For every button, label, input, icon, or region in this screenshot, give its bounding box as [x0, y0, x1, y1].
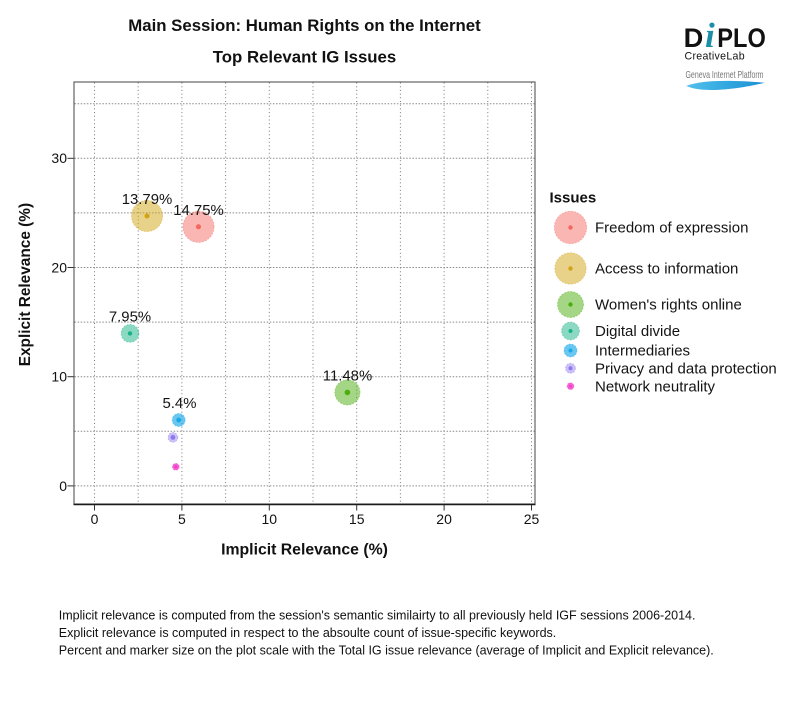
svg-text:Intermediaries: Intermediaries: [595, 343, 690, 360]
svg-text:7.95%: 7.95%: [109, 310, 151, 326]
svg-text:10: 10: [51, 369, 67, 385]
svg-text:0: 0: [91, 511, 99, 527]
svg-text:30: 30: [51, 150, 67, 166]
svg-text:Access to information: Access to information: [595, 261, 738, 278]
svg-text:PLO: PLO: [717, 22, 766, 53]
svg-text:CreativeLab: CreativeLab: [685, 50, 745, 62]
svg-text:20: 20: [51, 259, 67, 275]
svg-text:5: 5: [178, 511, 186, 527]
svg-text:0: 0: [59, 478, 67, 494]
svg-text:25: 25: [524, 511, 540, 527]
svg-text:Main Session: Human Rights on: Main Session: Human Rights on the Intern…: [128, 16, 481, 35]
svg-text:5.4%: 5.4%: [163, 396, 197, 412]
svg-text:Network neutrality: Network neutrality: [595, 378, 716, 395]
svg-text:Geneva Internet Platform: Geneva Internet Platform: [686, 70, 764, 81]
svg-text:i: i: [705, 16, 715, 55]
svg-text:Women's rights online: Women's rights online: [595, 297, 742, 314]
svg-text:20: 20: [436, 511, 452, 527]
svg-text:Explicit relevance is computed: Explicit relevance is computed in respec…: [59, 626, 556, 640]
svg-text:15: 15: [349, 511, 365, 527]
svg-text:Explicit Relevance (%): Explicit Relevance (%): [17, 203, 34, 366]
svg-text:10: 10: [262, 511, 278, 527]
svg-text:Privacy and data protection: Privacy and data protection: [595, 360, 777, 377]
svg-text:14.75%: 14.75%: [173, 203, 224, 219]
svg-text:Digital divide: Digital divide: [595, 323, 680, 340]
svg-text:Implicit relevance is computed: Implicit relevance is computed from the …: [59, 609, 696, 623]
svg-text:D: D: [684, 22, 704, 53]
svg-text:Top Relevant IG Issues: Top Relevant IG Issues: [213, 48, 396, 67]
svg-text:Freedom of expression: Freedom of expression: [595, 220, 748, 237]
svg-text:11.48%: 11.48%: [323, 369, 372, 385]
svg-text:Implicit Relevance (%): Implicit Relevance (%): [221, 542, 388, 559]
svg-text:Percent and marker size on the: Percent and marker size on the plot scal…: [59, 644, 714, 658]
svg-text:13.79%: 13.79%: [122, 192, 173, 208]
svg-text:Issues: Issues: [550, 190, 597, 207]
